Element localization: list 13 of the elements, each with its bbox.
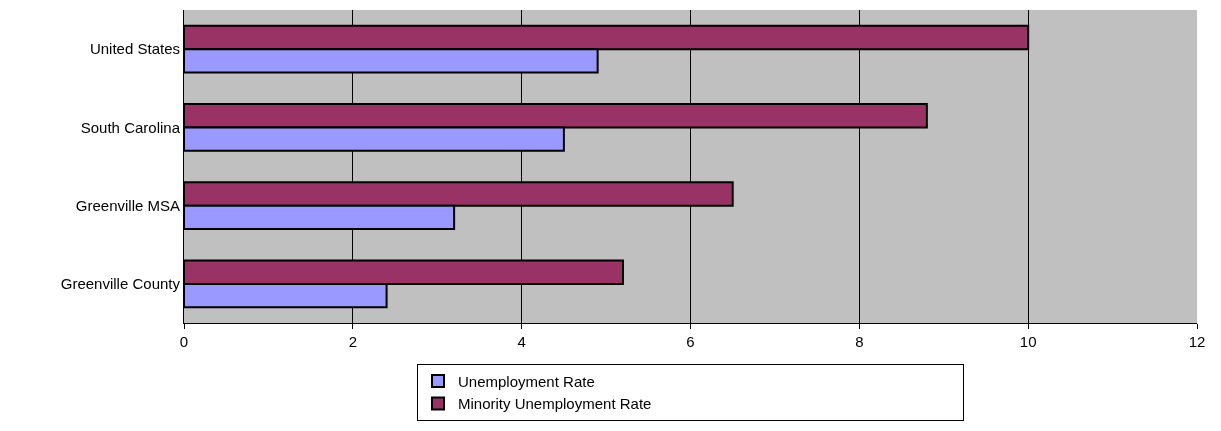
y-tick-label: South Carolina	[80, 118, 181, 136]
x-tick-label: 4	[517, 333, 526, 350]
x-tick-label: 2	[348, 333, 357, 350]
x-tick-label: 8	[855, 333, 864, 350]
x-tick-label: 12	[1188, 333, 1206, 350]
y-tick-label: Greenville County	[60, 275, 181, 293]
legend-label: Minority Unemployment Rate	[458, 395, 652, 413]
x-tick-label: 6	[686, 333, 695, 350]
y-tick-label: United States	[89, 40, 180, 58]
x-tick-label: 0	[179, 333, 189, 350]
y-tick-label: Greenville MSA	[75, 196, 180, 214]
legend-label: Unemployment Rate	[458, 372, 595, 390]
x-tick-label: 10	[1019, 333, 1037, 350]
